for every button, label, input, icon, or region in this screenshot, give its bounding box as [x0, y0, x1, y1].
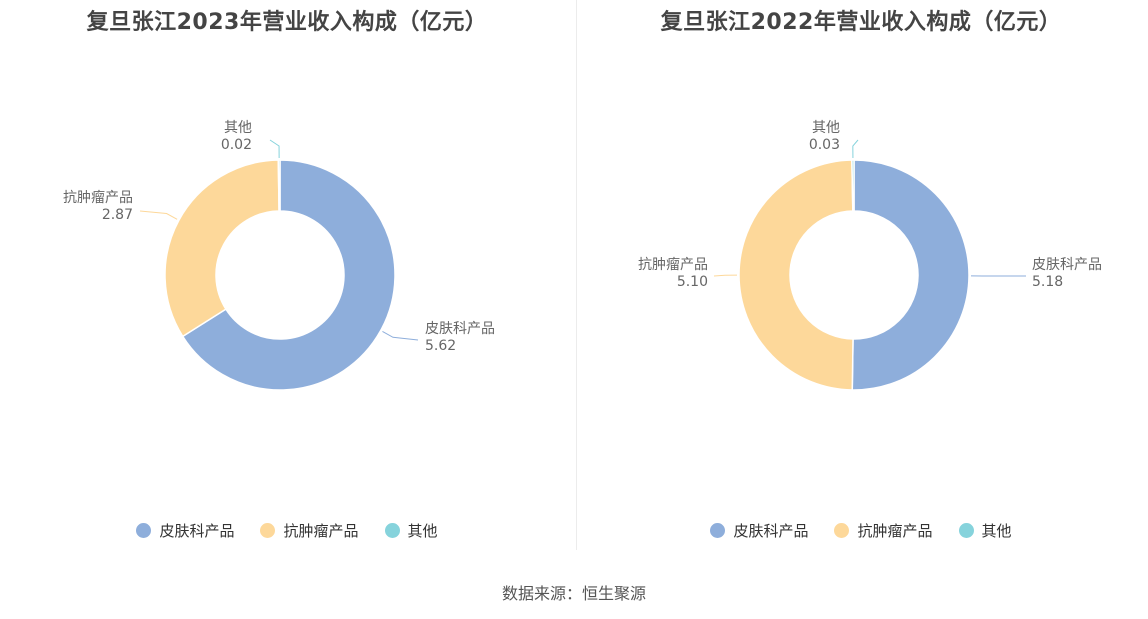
panel-divider	[576, 0, 577, 550]
slice-label-tumor: 抗肿瘤产品	[638, 256, 708, 273]
leader-line-skin	[382, 331, 419, 341]
legend-label-tumor: 抗肿瘤产品	[283, 522, 359, 540]
legend-swatch-skin	[710, 523, 726, 538]
slice-skin[interactable]	[181, 159, 396, 391]
chart-panel-2022: 复旦张江2022年营业收入构成（亿元） 皮肤科产品 5.18 抗肿瘤产品 5.10 其他…	[574, 0, 1148, 560]
legend-swatch-other	[958, 523, 974, 538]
legend-swatch-tumor	[260, 523, 276, 538]
leader-line-tumor	[713, 274, 738, 277]
legend-label-skin: 皮肤科产品	[733, 522, 809, 540]
slice-value-skin: 5.18	[1032, 274, 1063, 290]
legend-item-other[interactable]: 其他	[958, 520, 1012, 541]
legend-2022: 皮肤科产品 抗肿瘤产品 其他	[574, 520, 1148, 541]
data-source: 数据来源：恒生聚源	[501, 584, 646, 603]
legend-label-tumor: 抗肿瘤产品	[857, 522, 933, 540]
legend-swatch-other	[384, 523, 400, 538]
slice-label-other: 其他	[812, 120, 840, 136]
leader-line-other	[852, 139, 859, 159]
leader-line-other	[269, 139, 280, 159]
legend-label-skin: 皮肤科产品	[159, 522, 235, 540]
legend-item-other[interactable]: 其他	[384, 520, 438, 541]
slice-other[interactable]	[851, 159, 855, 212]
slice-tumor[interactable]	[738, 159, 854, 391]
slice-value-other: 0.02	[221, 137, 252, 153]
slice-label-skin: 皮肤科产品	[425, 321, 495, 337]
legend-item-skin[interactable]: 皮肤科产品	[136, 520, 234, 541]
chart-panel-2023: 复旦张江2023年营业收入构成（亿元） 皮肤科产品 5.62 抗肿瘤产品 2.87 其他…	[0, 0, 574, 560]
chart-title-2023: 复旦张江2023年营业收入构成（亿元）	[86, 10, 488, 35]
legend-swatch-tumor	[834, 523, 850, 538]
slice-label-other: 其他	[224, 120, 252, 136]
slice-tumor[interactable]	[164, 159, 280, 338]
chart-title-2022: 复旦张江2022年营业收入构成（亿元）	[660, 10, 1062, 35]
legend-item-tumor[interactable]: 抗肿瘤产品	[260, 520, 359, 541]
slice-other[interactable]	[277, 159, 281, 212]
slice-value-tumor: 2.87	[102, 207, 133, 223]
legend-label-other: 其他	[407, 522, 438, 540]
legend-2023: 皮肤科产品 抗肿瘤产品 其他	[0, 520, 574, 541]
leader-line-tumor	[139, 210, 178, 220]
slice-label-tumor: 抗肿瘤产品	[63, 189, 133, 206]
slice-label-skin: 皮肤科产品	[1032, 257, 1102, 273]
slice-value-skin: 5.62	[425, 338, 456, 354]
legend-label-other: 其他	[981, 522, 1012, 540]
legend-swatch-skin	[136, 523, 152, 538]
slice-value-tumor: 5.10	[677, 274, 708, 290]
legend-item-tumor[interactable]: 抗肿瘤产品	[834, 520, 933, 541]
legend-item-skin[interactable]: 皮肤科产品	[710, 520, 808, 541]
slice-value-other: 0.03	[809, 137, 840, 153]
slice-skin[interactable]	[851, 159, 970, 391]
